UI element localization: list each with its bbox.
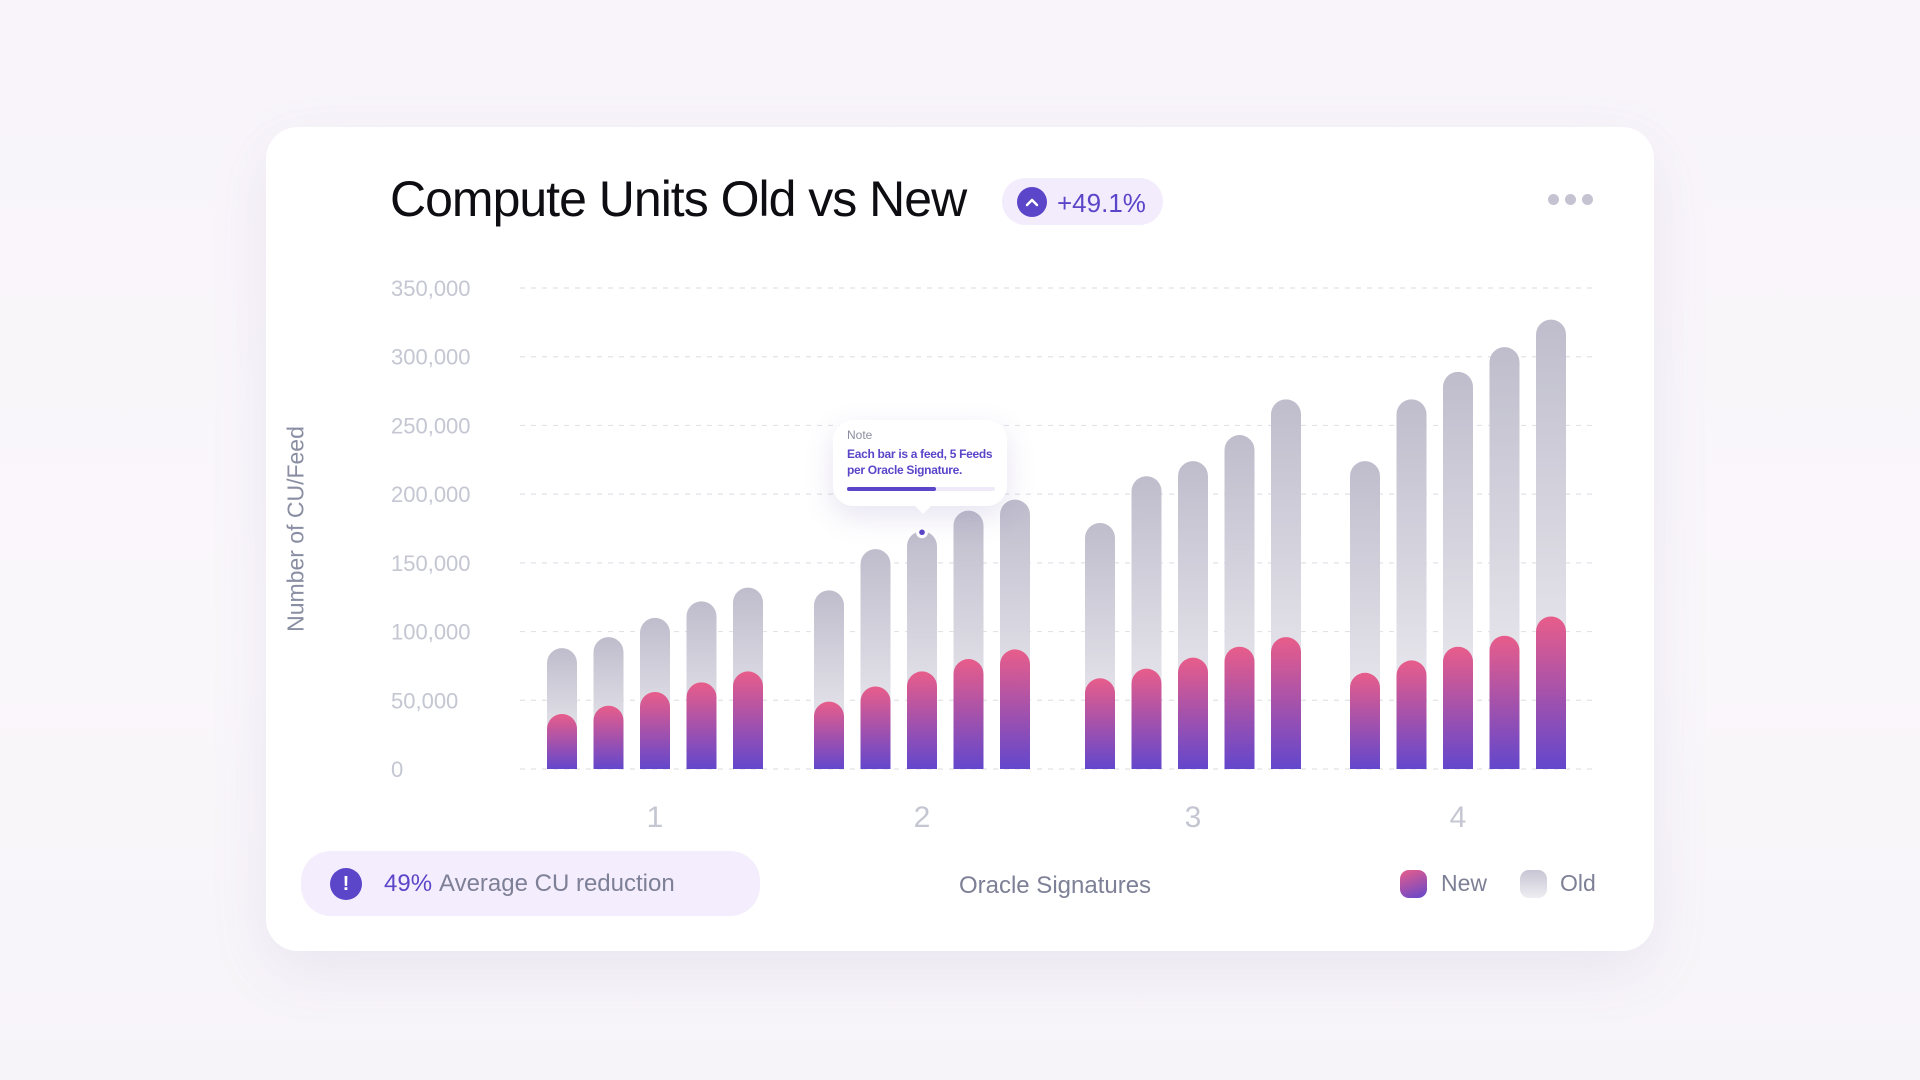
- bar-new[interactable]: [593, 705, 624, 769]
- legend-swatch-new: [1400, 870, 1427, 898]
- change-badge: +49.1%: [1002, 178, 1163, 225]
- bar-new[interactable]: [1350, 672, 1380, 769]
- bar-new[interactable]: [1443, 646, 1473, 769]
- change-value: +49.1%: [1057, 188, 1146, 218]
- bar-new[interactable]: [1536, 616, 1567, 769]
- bar-new[interactable]: [1224, 646, 1255, 769]
- more-horizontal-icon[interactable]: [1548, 194, 1600, 210]
- bar-new[interactable]: [640, 692, 670, 769]
- tooltip-anchor-dot: [919, 529, 925, 536]
- bar-new[interactable]: [1000, 649, 1030, 769]
- chart-title: Compute Units Old vs New: [390, 171, 967, 227]
- bar-new[interactable]: [733, 671, 763, 769]
- bar-new[interactable]: [1085, 678, 1115, 769]
- exclamation-icon: !: [330, 868, 362, 900]
- x-axis-label: Oracle Signatures: [958, 872, 1152, 899]
- x-tick-label: 4: [1450, 801, 1467, 834]
- bar-new[interactable]: [907, 671, 937, 769]
- reduction-summary: ! 49% Average CU reduction: [301, 851, 760, 916]
- bar-new[interactable]: [686, 682, 717, 769]
- legend-swatch-old: [1520, 870, 1547, 898]
- tooltip-text: Each bar is a feed, 5 Feeds per Oracle S…: [847, 447, 993, 477]
- y-tick-label: 150,000: [391, 551, 471, 576]
- legend-label-new[interactable]: New: [1441, 870, 1488, 896]
- reduction-text: Average CU reduction: [439, 870, 675, 897]
- x-tick-label: 2: [914, 801, 931, 834]
- legend-label-old[interactable]: Old: [1560, 870, 1596, 896]
- bar-new[interactable]: [1396, 660, 1427, 769]
- tooltip-label: Note: [847, 428, 873, 442]
- x-tick-label: 3: [1185, 801, 1202, 834]
- bar-new[interactable]: [1131, 668, 1162, 769]
- bar-new[interactable]: [814, 701, 844, 769]
- bar-new[interactable]: [547, 714, 577, 769]
- y-tick-label: 350,000: [391, 276, 471, 301]
- bar-new[interactable]: [1489, 635, 1520, 769]
- y-tick-label: 0: [391, 757, 403, 782]
- bar-new[interactable]: [1178, 657, 1208, 769]
- reduction-value: 49%: [384, 870, 433, 897]
- y-tick-label: 200,000: [391, 482, 471, 507]
- y-tick-label: 300,000: [391, 345, 471, 370]
- x-tick-label: 1: [647, 801, 664, 834]
- note-tooltip: Note Each bar is a feed, 5 Feeds per Ora…: [833, 420, 1007, 514]
- y-tick-label: 250,000: [391, 413, 471, 438]
- tooltip-progress: [847, 487, 995, 491]
- bar-new[interactable]: [1271, 637, 1301, 769]
- bar-new[interactable]: [860, 686, 891, 769]
- chevron-up-icon: [1017, 187, 1047, 217]
- y-tick-label: 100,000: [391, 620, 471, 645]
- y-tick-label: 50,000: [391, 688, 458, 713]
- bar-new[interactable]: [953, 659, 984, 769]
